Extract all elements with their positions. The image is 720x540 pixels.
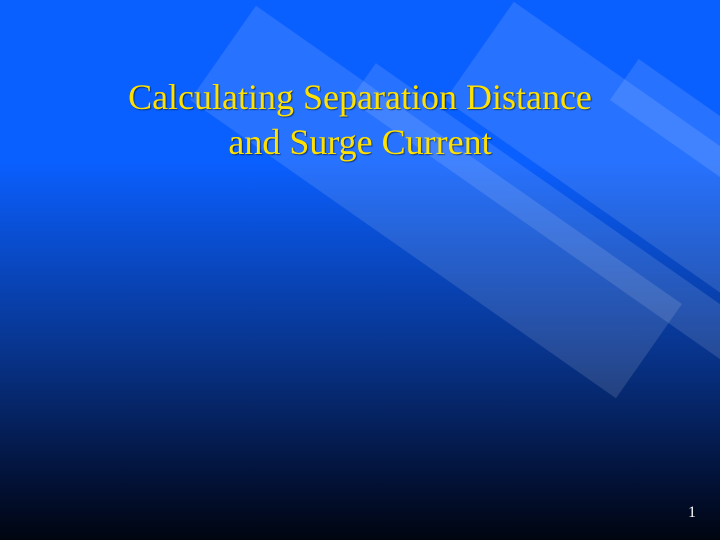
title-line-2: and Surge Current	[228, 122, 491, 162]
title-line-1: Calculating Separation Distance	[128, 77, 592, 117]
slide: Calculating Separation Distance and Surg…	[0, 0, 720, 540]
page-number: 1	[688, 504, 696, 522]
slide-title: Calculating Separation Distance and Surg…	[0, 75, 720, 165]
